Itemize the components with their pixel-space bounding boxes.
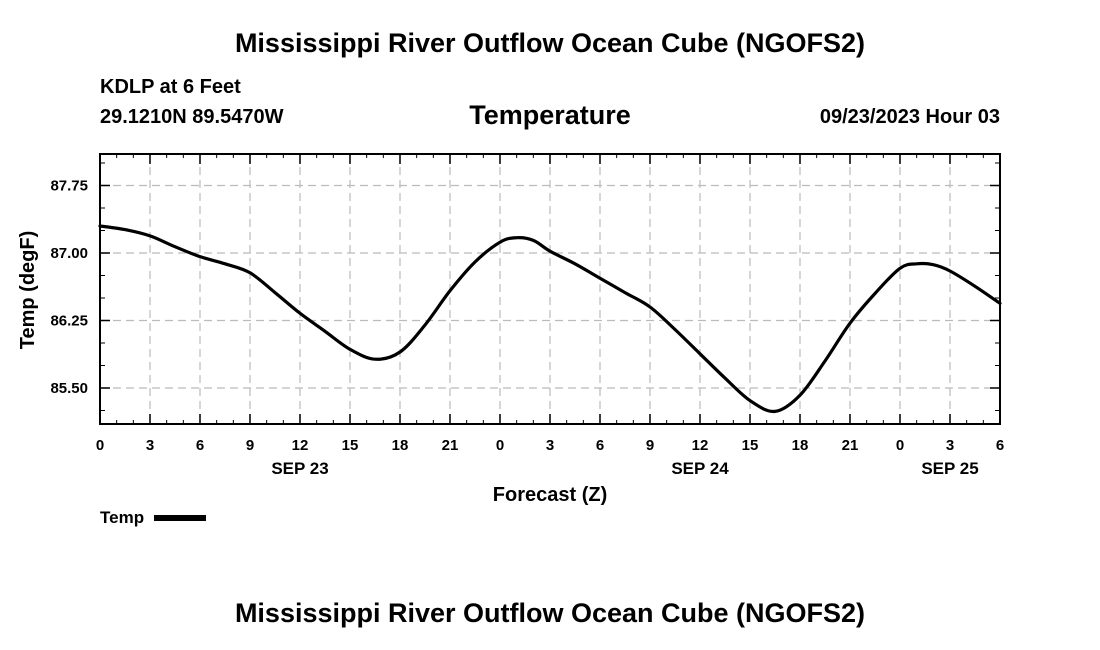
- temp-series-line: [98, 224, 1002, 414]
- x-tick-label: 9: [646, 437, 654, 454]
- y-tick-label: 86.25: [50, 313, 88, 330]
- x-tick-label: 12: [292, 437, 309, 454]
- grid-lines: [100, 154, 1000, 424]
- y-tick-label: 87.75: [50, 178, 88, 195]
- coordinates-label: 29.1210N 89.5470W: [100, 106, 284, 128]
- timestamp-label: 09/23/2023 Hour 03: [819, 106, 1000, 128]
- x-tick-label: 3: [546, 437, 554, 454]
- x-tick-label: 0: [96, 437, 104, 454]
- axis-labels: 0 3 6 9 12 15 18 21 0 3 6 9 12 15 18 21 0 3 6 85.50 86.25 87.…: [50, 178, 1004, 479]
- x-tick-label: 9: [246, 437, 254, 454]
- chart-subtitle: Temperature: [469, 100, 631, 130]
- x-tick-label: 21: [442, 437, 459, 454]
- chart-main-title: Mississippi River Outflow Ocean Cube (NG…: [234, 28, 866, 58]
- x-tick-label: 12: [692, 437, 709, 454]
- x-tick-label: 6: [196, 437, 204, 454]
- series-layer: [98, 224, 1002, 414]
- x-tick-label: 3: [946, 437, 954, 454]
- x-date-label: SEP 25: [921, 459, 978, 478]
- x-tick-label: 18: [392, 437, 409, 454]
- x-tick-label: 21: [842, 437, 859, 454]
- axis-ticks: [99, 154, 1001, 424]
- station-label: KDLP at 6 Feet: [100, 76, 241, 98]
- x-tick-label: 6: [596, 437, 604, 454]
- y-tick-label: 85.50: [50, 380, 88, 397]
- x-tick-label: 0: [896, 437, 904, 454]
- x-date-label: SEP 23: [271, 459, 328, 478]
- chart-footer-title: Mississippi River Outflow Ocean Cube (NG…: [234, 598, 866, 628]
- x-axis-title: Forecast (Z): [493, 484, 607, 506]
- x-tick-label: 15: [342, 437, 359, 454]
- x-tick-label: 6: [996, 437, 1004, 454]
- y-tick-label: 87.00: [50, 245, 88, 262]
- legend-line-swatch: [154, 515, 207, 521]
- x-date-label: SEP 24: [671, 459, 729, 478]
- x-tick-label: 0: [496, 437, 504, 454]
- x-tick-label: 15: [742, 437, 759, 454]
- x-tick-label: 18: [792, 437, 809, 454]
- y-axis-title: Temp (degF): [17, 231, 39, 350]
- x-tick-label: 3: [146, 437, 154, 454]
- legend-label: Temp: [100, 508, 145, 527]
- legend: Temp: [100, 508, 207, 528]
